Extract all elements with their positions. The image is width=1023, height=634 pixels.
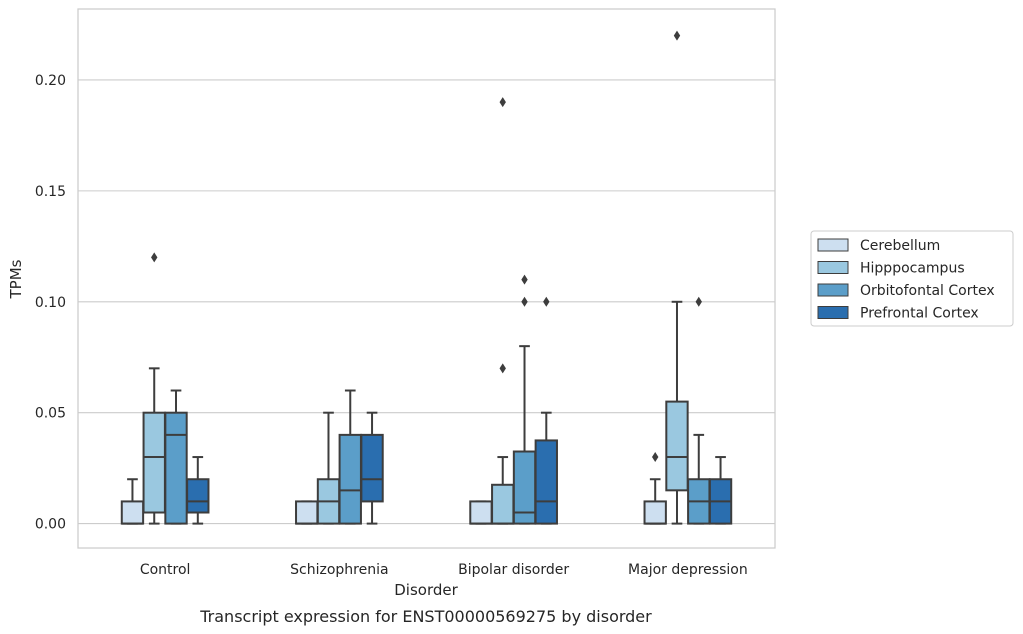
box-groups — [120, 30, 733, 525]
outlier-point — [673, 30, 681, 41]
box-item — [687, 296, 711, 525]
box-rect — [491, 483, 515, 525]
legend-swatch — [817, 238, 849, 252]
box-item — [360, 411, 384, 525]
legend-label: Orbitofontal Cortex — [860, 283, 995, 299]
outlier-point — [521, 296, 528, 307]
x-tick-label: Bipolar disorder — [458, 562, 569, 578]
legend-items: Cerebellum Hipppocampus Orbitofontal Corte… — [817, 238, 995, 322]
category-group — [469, 97, 558, 525]
legend-item: Orbitofontal Cortex — [817, 283, 995, 299]
box-rect — [665, 400, 689, 492]
outlier-point — [499, 97, 506, 108]
box-rect — [186, 478, 210, 514]
category-group — [295, 389, 384, 525]
legend-swatch — [817, 306, 849, 319]
legend-frame — [810, 230, 1014, 327]
box-item — [164, 389, 188, 525]
outlier-point — [695, 296, 702, 307]
box-item — [708, 456, 733, 525]
legend-label: Prefrontal Cortex — [860, 306, 979, 322]
y-tick-label: 0.15 — [35, 184, 66, 200]
outlier-point — [521, 274, 528, 285]
y-tick-label: 0.10 — [35, 295, 66, 311]
box-rect — [360, 433, 384, 503]
box-rect — [295, 500, 319, 525]
plot-frame — [77, 8, 776, 549]
box-rect — [120, 500, 145, 525]
box-rect — [469, 500, 493, 525]
box-item — [491, 97, 515, 525]
legend-label: Cerebellum — [860, 238, 940, 254]
outlier-point — [151, 252, 158, 263]
box-rect — [534, 439, 558, 525]
legend-swatch — [817, 283, 849, 297]
box-item — [469, 500, 493, 525]
category-group — [120, 252, 210, 525]
y-tick-label: 0.05 — [35, 406, 66, 422]
box-item — [534, 296, 558, 525]
box-item — [142, 252, 166, 525]
x-axis-label: Disorder — [394, 581, 458, 599]
outlier-point — [543, 296, 550, 307]
box-rect — [338, 433, 362, 525]
box-rect — [142, 411, 166, 514]
box-item — [295, 500, 319, 525]
category-group — [643, 30, 733, 525]
plot-background — [78, 9, 775, 548]
legend-label: Hipppocampus — [860, 261, 965, 277]
legend: Cerebellum Hipppocampus Orbitofontal Corte… — [810, 230, 1014, 327]
box-item — [120, 478, 145, 525]
legend-swatch — [817, 261, 849, 274]
box-item — [512, 274, 537, 525]
x-tick-label: Control — [140, 562, 191, 578]
outlier-point — [499, 363, 506, 374]
box-rect — [164, 411, 188, 525]
legend-item: Cerebellum — [817, 238, 940, 254]
legend-item: Prefrontal Cortex — [817, 306, 979, 322]
box-item — [186, 456, 210, 525]
legend-item: Hipppocampus — [817, 261, 965, 277]
box-item — [643, 452, 667, 525]
y-tick-labels: 0.00 0.05 0.10 0.15 0.20 — [35, 73, 66, 533]
chart-caption: Transcript expression for ENST0000056927… — [199, 607, 652, 626]
x-tick-labels: Control Schizophrenia Bipolar disorder Majo… — [140, 562, 748, 578]
y-tick-label: 0.20 — [35, 73, 66, 89]
x-tick-label: Major depression — [628, 562, 748, 578]
y-axis-label: TPMs — [7, 259, 25, 299]
box-item — [665, 30, 689, 525]
box-rect — [643, 500, 667, 525]
y-tick-label: 0.00 — [35, 517, 66, 533]
x-tick-label: Schizophrenia — [290, 562, 388, 578]
outlier-point — [652, 452, 659, 463]
